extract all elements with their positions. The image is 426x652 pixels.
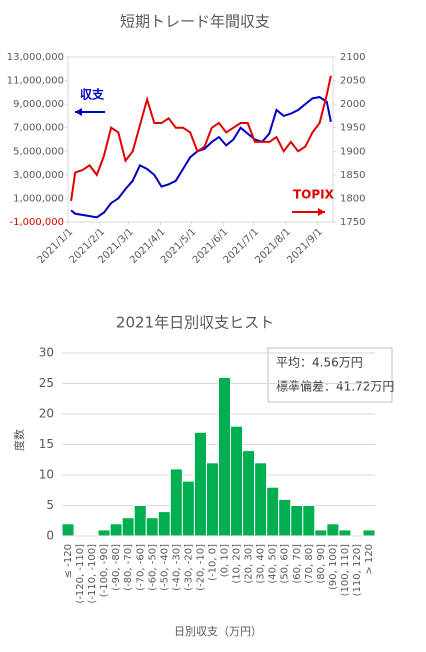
x-tick-label: (30, 40] [256, 544, 267, 584]
y-tick-label: 5 [46, 498, 54, 512]
x-tick-label: (70, 80] [304, 544, 315, 584]
x-tick-label: (-20, -10] [195, 544, 206, 591]
y-tick-label: 7,000,000 [13, 123, 64, 134]
x-tick-label: (-30, -20] [183, 544, 194, 591]
bar [254, 462, 268, 537]
bar [290, 505, 304, 537]
bar [145, 517, 159, 537]
x-axis-label: 日別収支（万円） [174, 625, 262, 638]
x-tick-label: (-100, -90] [99, 544, 110, 597]
annotation: 平均：4.56万円 [276, 356, 363, 370]
y-tick-label: 13,000,000 [7, 52, 64, 63]
plot-border [67, 56, 334, 223]
y-tick-label: 5,000,000 [13, 146, 64, 157]
y2-tick-label: 1800 [340, 193, 365, 204]
x-tick-label: (80, 90] [316, 544, 327, 584]
y-tick-label: 30 [39, 346, 54, 360]
y2-tick-label: 2000 [340, 99, 365, 110]
bar [230, 425, 244, 537]
y-tick-label: 10 [39, 468, 54, 482]
x-tick-label: (100, 110] [340, 544, 351, 596]
x-tick-label: (-50, -40] [159, 544, 170, 591]
y2-tick-label: 1850 [340, 170, 365, 181]
bar [314, 529, 328, 537]
y-tick-label: 3,000,000 [13, 170, 64, 181]
x-tick-label: (20, 30] [244, 544, 255, 584]
bar [97, 529, 111, 537]
chart-title: 短期トレード年間収支 [120, 13, 270, 31]
y2-tick-label: 2100 [340, 52, 365, 63]
bar [169, 468, 183, 537]
chart-title: 2021年日別収支ヒスト [116, 314, 274, 332]
bar [266, 486, 280, 537]
x-tick-label: (-90, -80] [111, 544, 122, 591]
bar [278, 498, 292, 537]
y-tick-label: 0 [46, 529, 54, 543]
y2-tick-label: 2050 [340, 76, 365, 87]
bar [362, 529, 376, 537]
y2-tick-label: 1750 [340, 217, 365, 228]
bar [61, 523, 75, 537]
x-tick-label: ≤ -120 [63, 544, 74, 578]
bar [338, 529, 352, 537]
bar [181, 480, 195, 537]
series-line [70, 96, 332, 219]
y-tick-label: 25 [39, 376, 54, 390]
y-tick-label: -1,000,000 [9, 217, 64, 228]
x-tick-label: (90, 100] [328, 544, 339, 590]
bar [218, 376, 232, 537]
x-tick-label: (40, 50] [268, 544, 279, 584]
y2-tick-label: 1950 [340, 123, 365, 134]
series-line [70, 75, 332, 201]
y-tick-label: 9,000,000 [13, 99, 64, 110]
x-tick-label: (-80, -70] [123, 544, 134, 591]
x-tick-label: (50, 60] [280, 544, 291, 584]
bar [326, 523, 340, 537]
stats-box [267, 347, 393, 403]
bar [302, 505, 316, 537]
x-tick-label: 2021/9/1 [285, 226, 325, 266]
x-tick-label: (-70, -60] [135, 544, 146, 591]
y-tick-label: 15 [39, 437, 54, 451]
bar [193, 431, 207, 537]
x-tick-label: (110, 120] [352, 544, 363, 596]
bar [242, 450, 256, 537]
y-tick-label: 20 [39, 407, 54, 421]
y-tick-label: 11,000,000 [7, 76, 64, 87]
x-tick-label: (-10, 0] [207, 544, 218, 581]
legend-label: TOPIX [293, 188, 335, 202]
bar [121, 517, 135, 537]
bar [157, 511, 171, 537]
x-tick-label: (0, 10] [220, 544, 231, 577]
legend-arrowhead [318, 208, 325, 216]
bar [133, 505, 147, 537]
x-tick-label: (10, 20] [232, 544, 243, 584]
bar [109, 523, 123, 537]
x-tick-label: (-120, -110] [75, 544, 86, 604]
x-tick-label: (-110, -100] [87, 544, 98, 604]
y-axis-label: 度数 [12, 429, 26, 451]
legend-arrowhead [75, 108, 82, 116]
y-tick-label: 1,000,000 [13, 193, 64, 204]
y2-tick-label: 1900 [340, 146, 365, 157]
x-tick-label: (-40, -30] [171, 544, 182, 591]
x-tick-label: (-60, -50] [147, 544, 158, 591]
x-tick-label: > 120 [364, 544, 375, 575]
x-tick-label: (60, 70] [292, 544, 303, 584]
legend-label: 収支 [80, 87, 105, 102]
annotation: 標準偏差：41.72万円 [276, 379, 394, 394]
bar [205, 462, 219, 537]
